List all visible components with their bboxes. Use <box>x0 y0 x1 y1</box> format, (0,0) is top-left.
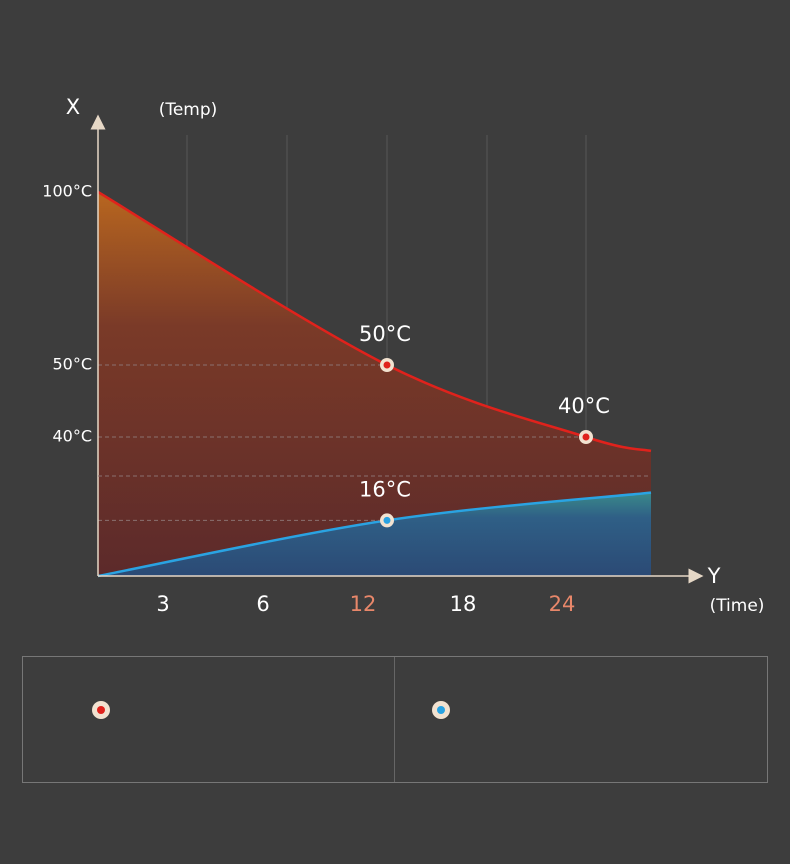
x-axis-unit: (Time) <box>710 596 765 616</box>
legend-marker-core <box>437 706 445 714</box>
line <box>97 190 652 453</box>
y-axis-label: X <box>66 95 80 119</box>
x-axis-label: Y <box>707 564 721 588</box>
x-tick-label: 12 <box>350 592 377 616</box>
area <box>98 192 651 576</box>
point-core <box>582 433 590 441</box>
area <box>98 492 651 576</box>
x-tick-label: 3 <box>156 592 169 616</box>
x-tick-label: 18 <box>450 592 477 616</box>
y-axis-unit: (Temp) <box>159 100 218 120</box>
point-label: 50°C <box>359 322 411 346</box>
legend-box <box>22 656 768 783</box>
legend-marker-core <box>97 706 105 714</box>
point-core <box>383 361 391 369</box>
x-tick-label: 24 <box>549 592 576 616</box>
point-label: 16°C <box>359 477 411 501</box>
point-core <box>383 516 391 524</box>
y-tick-label: 50°C <box>52 355 92 374</box>
y-tick-label: 40°C <box>52 427 92 446</box>
x-tick-label: 6 <box>256 592 269 616</box>
point-label: 40°C <box>558 394 610 418</box>
y-tick-label: 100°C <box>42 182 92 201</box>
